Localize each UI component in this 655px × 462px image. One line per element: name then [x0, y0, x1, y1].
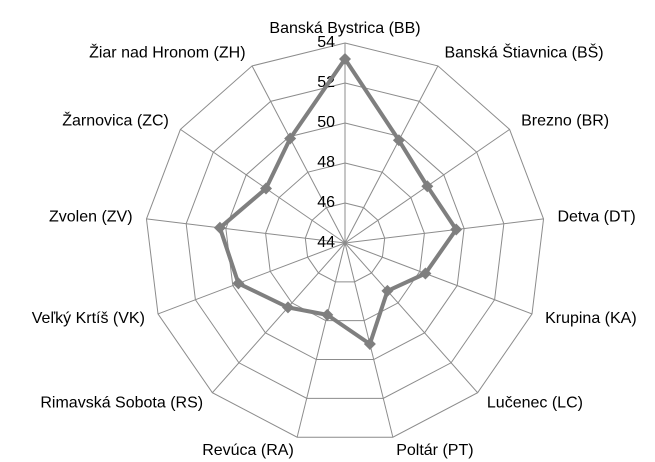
spoke [157, 242, 346, 315]
grid-ring [225, 122, 465, 361]
category-label: Lučenec (LC) [487, 394, 583, 411]
category-label: Krupina (KA) [545, 310, 637, 327]
marker [392, 134, 405, 147]
category-label: Revúca (RA) [202, 442, 294, 459]
grid-ring [185, 82, 505, 399]
category-label: Veľký Krtíš (VK) [32, 310, 145, 327]
marker [339, 53, 351, 65]
category-label: Poltár (PT) [396, 442, 473, 459]
spoke [251, 65, 346, 244]
marker [259, 182, 272, 195]
marker [419, 267, 432, 280]
category-label: Banská Štiavnica (BŠ) [444, 43, 603, 62]
category-label: Brezno (BR) [521, 113, 609, 130]
marker [232, 277, 245, 290]
spoke [296, 242, 346, 438]
spoke [344, 218, 544, 244]
category-label: Rimavská Sobota (RS) [40, 394, 203, 411]
marker [381, 284, 394, 297]
spoke [344, 242, 533, 315]
tick-label: 54 [317, 34, 335, 51]
grid-ring [265, 162, 425, 322]
category-label: Detva (DT) [557, 208, 635, 225]
spoke [212, 242, 346, 394]
category-label: Žiar nad Hronom (ZH) [89, 43, 245, 62]
marker [281, 301, 294, 314]
marker [284, 132, 297, 145]
spoke [146, 218, 346, 244]
tick-label: 50 [317, 114, 335, 131]
marker [421, 180, 434, 193]
category-label: Žarnovica (ZC) [62, 111, 169, 130]
spoke [344, 65, 439, 244]
tick-label: 46 [317, 194, 335, 211]
category-label: Zvolen (ZV) [49, 208, 133, 225]
series-line [217, 57, 459, 346]
marker [213, 221, 226, 234]
grid-ring [304, 202, 386, 283]
spoke [344, 242, 478, 394]
marker [363, 337, 376, 350]
marker [321, 308, 334, 321]
category-label: Banská Bystrica (BB) [269, 20, 420, 37]
grid-ring [145, 42, 545, 438]
tick-label: 44 [317, 234, 335, 251]
marker [450, 223, 463, 236]
tick-label: 48 [317, 154, 335, 171]
